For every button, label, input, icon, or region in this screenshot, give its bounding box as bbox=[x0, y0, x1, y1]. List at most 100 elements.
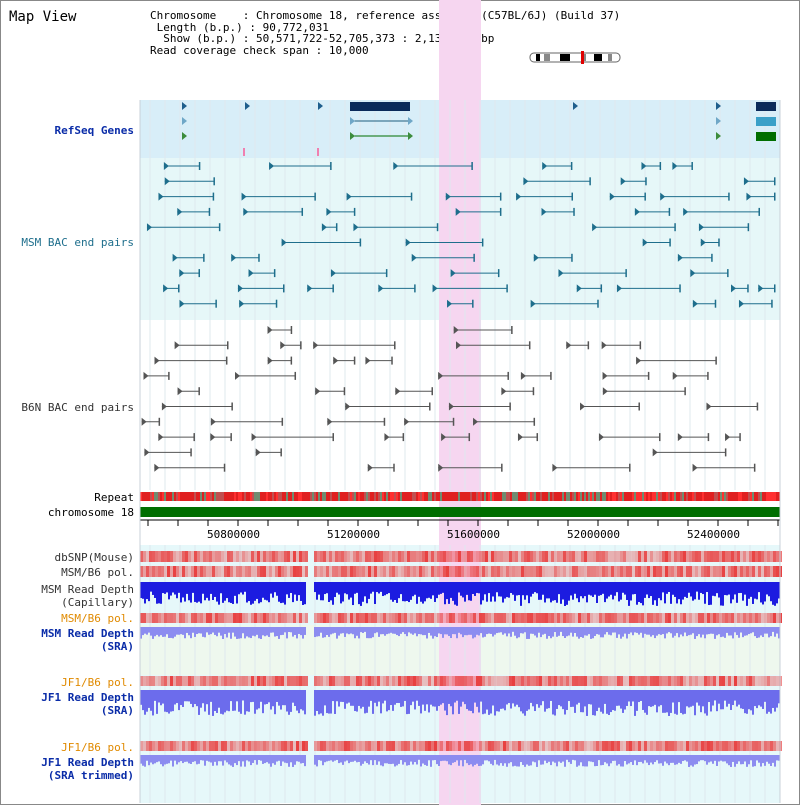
msm-bac-pair-end bbox=[281, 238, 287, 247]
msm-capillary-depth-bar bbox=[288, 582, 290, 598]
snp-density-cell bbox=[527, 613, 530, 623]
msm-capillary-depth-bar bbox=[714, 582, 716, 597]
snp-density-cell bbox=[407, 613, 410, 623]
snp-density-cell bbox=[164, 551, 167, 562]
msm-sra-depth-bar bbox=[348, 627, 350, 635]
snp-density-cell bbox=[497, 676, 500, 686]
snp-density-cell bbox=[665, 551, 668, 562]
snp-density-cell bbox=[458, 676, 461, 686]
snp-density-cell bbox=[281, 741, 284, 751]
b6n-bac-pair-end bbox=[647, 371, 650, 380]
msm-capillary-depth-bar bbox=[710, 582, 712, 605]
repeat-segment bbox=[468, 492, 470, 501]
snp-density-cell bbox=[743, 551, 746, 562]
msm-capillary-depth-bar bbox=[738, 582, 740, 594]
jf1-trimmed-depth-bar bbox=[346, 755, 348, 761]
snp-density-cell bbox=[200, 676, 203, 686]
snp-density-cell bbox=[368, 566, 371, 577]
jf1-sra-depth-bar bbox=[714, 690, 716, 701]
snp-density-cell bbox=[314, 566, 317, 577]
snp-density-cell bbox=[500, 676, 503, 686]
jf1-trimmed-depth-bar bbox=[368, 755, 370, 765]
snp-density-cell bbox=[641, 676, 644, 686]
msm-bac-pair-end bbox=[212, 192, 215, 201]
jf1-trimmed-depth-bar bbox=[198, 755, 200, 764]
msm-capillary-depth-bar bbox=[202, 582, 204, 594]
snp-density-cell bbox=[485, 613, 488, 623]
repeat-segment bbox=[298, 492, 300, 501]
snp-density-cell bbox=[305, 613, 308, 623]
snp-density-cell bbox=[743, 613, 746, 623]
jf1-trimmed-depth-bar bbox=[528, 755, 530, 766]
msm-capillary-depth-bar bbox=[494, 582, 496, 602]
snp-density-cell bbox=[710, 741, 713, 751]
msm-bac-pair-end bbox=[625, 269, 627, 278]
msm-sra-depth-bar bbox=[176, 627, 178, 635]
snp-density-cell bbox=[209, 613, 212, 623]
snp-density-cell bbox=[323, 676, 326, 686]
msm-bac-pair-end bbox=[691, 162, 693, 170]
msm-sra-depth-bar bbox=[416, 627, 418, 637]
msm-capillary-depth-bar bbox=[228, 582, 230, 603]
msm-bac-pair-end bbox=[600, 284, 603, 293]
msm-sra-depth-bar bbox=[640, 627, 642, 633]
snp-density-cell bbox=[329, 613, 332, 623]
repeat-segment bbox=[556, 492, 558, 501]
jf1-trimmed-depth-bar bbox=[760, 755, 762, 767]
msm-capillary-depth-bar bbox=[472, 582, 474, 595]
snp-density-cell bbox=[761, 741, 764, 751]
snp-density-cell bbox=[332, 676, 335, 686]
jf1-trimmed-depth-bar bbox=[658, 755, 660, 764]
snp-density-cell bbox=[215, 566, 218, 577]
msm-sra-depth-bar bbox=[500, 627, 502, 633]
snp-density-cell bbox=[329, 741, 332, 751]
jf1-sra-depth-bar bbox=[746, 690, 748, 714]
msm-capillary-depth-bar bbox=[500, 582, 502, 597]
repeat-segment bbox=[280, 492, 282, 501]
repeat-segment bbox=[352, 492, 354, 501]
b6n-bac-pair-end bbox=[144, 448, 150, 457]
snp-density-cell bbox=[263, 613, 266, 623]
jf1-sra-depth-bar bbox=[612, 690, 614, 711]
msm-capillary-depth-bar bbox=[728, 582, 730, 595]
snp-density-cell bbox=[680, 566, 683, 577]
msm-capillary-depth-bar bbox=[584, 582, 586, 597]
jf1-sra-depth-bar bbox=[596, 690, 598, 712]
repeat-segment bbox=[260, 492, 262, 501]
msm-sra-depth-bar bbox=[320, 627, 322, 633]
jf1-sra-depth-bar bbox=[752, 690, 754, 715]
msm-sra-depth-bar bbox=[486, 627, 488, 635]
snp-density-cell bbox=[728, 613, 731, 623]
msm-capillary-depth-bar bbox=[216, 582, 218, 602]
snp-density-cell bbox=[506, 551, 509, 562]
snp-density-cell bbox=[173, 676, 176, 686]
snp-density-cell bbox=[764, 613, 767, 623]
jf1-sra-depth-bar bbox=[620, 690, 622, 709]
repeat-segment bbox=[310, 492, 312, 501]
snp-density-cell bbox=[533, 741, 536, 751]
snp-density-cell bbox=[383, 741, 386, 751]
msm-bac-pair-end bbox=[541, 207, 547, 216]
msm-capillary-depth-bar bbox=[444, 582, 446, 605]
jf1-sra-depth-bar bbox=[772, 690, 774, 708]
jf1-sra-depth-bar bbox=[632, 690, 634, 702]
msm-bac-pair-end bbox=[714, 299, 717, 308]
snp-density-cell bbox=[389, 613, 392, 623]
snp-density-cell bbox=[749, 551, 752, 562]
snp-density-cell bbox=[686, 676, 689, 686]
jf1-sra-depth-bar bbox=[216, 690, 218, 713]
snp-density-cell bbox=[371, 551, 374, 562]
snp-density-cell bbox=[260, 676, 263, 686]
snp-density-cell bbox=[443, 566, 446, 577]
snp-density-cell bbox=[371, 566, 374, 577]
snp-density-cell bbox=[566, 676, 569, 686]
snp-density-cell bbox=[236, 551, 239, 562]
jf1-sra-depth-bar bbox=[248, 690, 250, 712]
jf1-trimmed-depth-bar bbox=[606, 755, 608, 764]
jf1-sra-depth-bar bbox=[684, 690, 686, 714]
msm-sra-depth-bar bbox=[182, 627, 184, 635]
jf1-sra-depth-bar bbox=[562, 690, 564, 710]
jf1-trimmed-depth-bar bbox=[540, 755, 542, 765]
msm-sra-depth-bar bbox=[304, 627, 306, 635]
